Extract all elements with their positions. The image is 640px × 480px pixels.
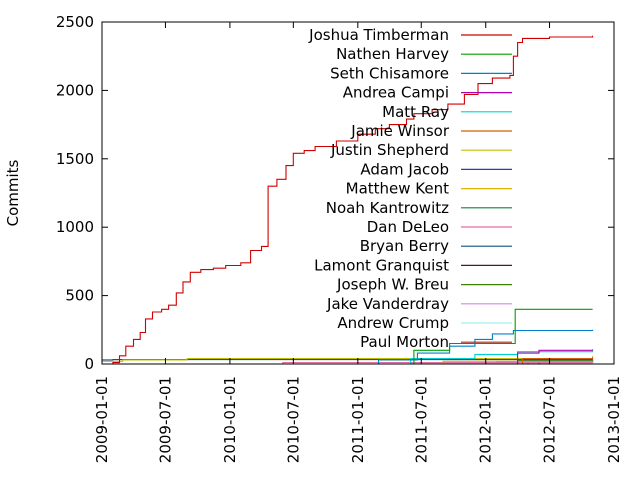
legend-label-9: Noah Kantrowitz (326, 199, 449, 217)
y-axis-label: Commits (4, 159, 22, 226)
x-tick-label-1: 2009-07-01 (156, 376, 174, 463)
legend-label-8: Matthew Kent (346, 180, 449, 198)
x-tick-label-5: 2011-07-01 (412, 376, 430, 463)
legend-label-15: Andrew Crump (337, 314, 449, 332)
legend-label-7: Adam Jacob (360, 160, 449, 178)
legend-label-10: Dan DeLeo (367, 218, 449, 236)
x-tick-label-6: 2012-01-01 (477, 376, 495, 463)
series-line-1 (396, 308, 593, 365)
x-tick-label-7: 2012-07-01 (541, 376, 559, 463)
legend-label-12: Lamont Granquist (314, 256, 449, 274)
series-line-2 (350, 329, 594, 365)
x-tick-label-3: 2010-07-01 (284, 376, 302, 463)
legend-label-16: Paul Morton (360, 333, 449, 351)
y-tick-label-5: 2500 (56, 13, 94, 31)
x-axis: 2009-01-01 2009-07-01 2010-01-01 2010-07-01… (93, 22, 623, 463)
legend-label-2: Seth Chisamore (330, 64, 449, 82)
legend-label-0: Joshua Timberman (308, 26, 449, 44)
legend-label-3: Andrea Campi (343, 84, 449, 102)
x-tick-label-8: 2013-01-01 (605, 376, 623, 463)
legend-label-13: Joseph W. Breu (336, 276, 449, 294)
legend-label-5: Jamie Winsor (350, 122, 450, 140)
y-tick-label-4: 2000 (56, 81, 94, 99)
y-tick-label-2: 1000 (56, 218, 94, 236)
series-line-0 (103, 35, 594, 365)
legend-label-4: Matt Ray (382, 103, 449, 121)
y-tick-label-3: 1500 (56, 150, 94, 168)
y-tick-label-1: 500 (65, 287, 94, 305)
x-tick-label-0: 2009-01-01 (93, 376, 111, 463)
x-tick-label-2: 2010-01-01 (221, 376, 239, 463)
y-axis: 0 500 1000 1500 2000 2500 (56, 13, 614, 373)
legend-label-1: Nathen Harvey (336, 45, 449, 63)
series-line-4 (357, 349, 594, 365)
legend-label-11: Bryan Berry (360, 237, 449, 255)
y-tick-label-0: 0 (84, 355, 94, 373)
legend-label-6: Justin Shepherd (330, 141, 449, 159)
x-tick-label-4: 2011-01-01 (349, 376, 367, 463)
legend-label-14: Jake Vanderdray (326, 295, 449, 313)
